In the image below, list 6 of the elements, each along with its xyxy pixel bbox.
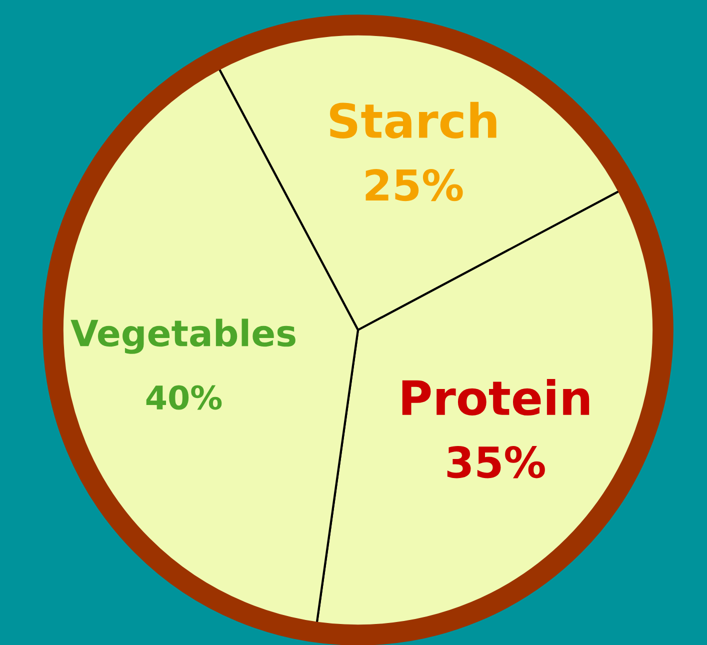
data-label: 40% — [146, 385, 222, 410]
slice-label: Starch — [330, 102, 496, 138]
slice-label: Vegetables — [70, 318, 296, 354]
data-label: 25% — [366, 168, 463, 202]
slice-label: Protein — [402, 378, 590, 416]
data-label: 35% — [447, 446, 545, 478]
